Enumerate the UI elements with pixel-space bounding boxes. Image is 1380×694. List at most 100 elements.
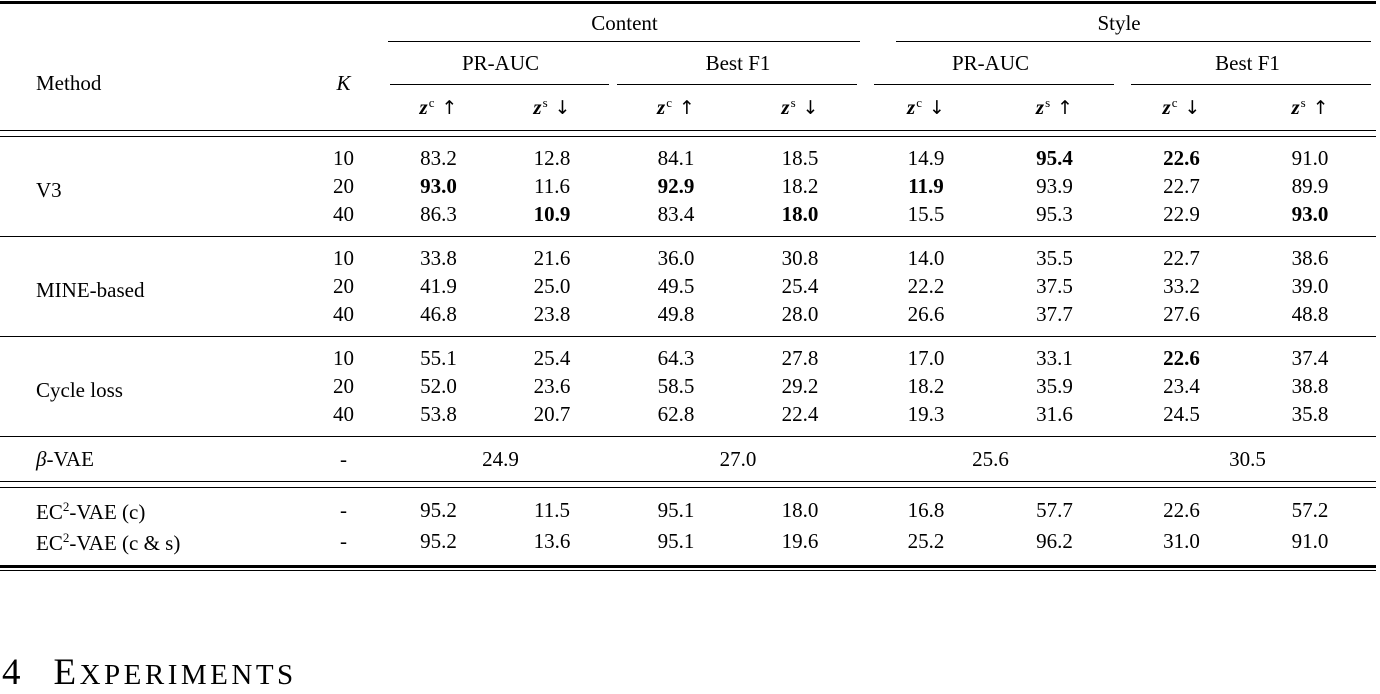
value-cell: 14.0 <box>907 246 945 270</box>
header-sub-style-best-f1: Best F1 <box>1119 42 1376 85</box>
arrow-up-icon: ↑ <box>679 97 695 119</box>
value-cell: 18.2 <box>907 374 945 398</box>
value-cell: 12.8 <box>533 146 571 170</box>
value-cell: 93.9 <box>1036 174 1073 198</box>
k-cell: 10 <box>333 246 354 270</box>
header-metric-zs-down-1: zs ↓ <box>490 85 614 131</box>
table-row: 40 46.8 23.8 49.8 28.0 26.6 37.7 27.6 48.8 <box>0 300 1376 337</box>
value-cell: 15.5 <box>907 202 945 226</box>
results-table: Method K Content Style PR-AUC Best F1 PR… <box>0 1 1377 571</box>
value-cell: 18.0 <box>781 497 819 522</box>
value-cell: 49.5 <box>657 274 695 298</box>
table-row: β-VAE - 24.9 27.0 25.6 30.5 <box>0 437 1376 482</box>
value-cell: 31.6 <box>1036 402 1073 426</box>
value-cell: 18.0 <box>781 202 819 226</box>
value-cell: 95.4 <box>1036 146 1073 170</box>
header-method: Method <box>36 70 102 95</box>
value-cell: 89.9 <box>1291 174 1329 198</box>
value-cell: 31.0 <box>1163 528 1200 553</box>
value-cell: 23.8 <box>533 302 571 326</box>
z-symbol: z <box>1035 95 1045 119</box>
value-cell: 22.6 <box>1163 146 1200 170</box>
table-row: EC2-VAE (c & s) - 95.2 13.6 95.1 19.6 25.2 96.2… <box>0 525 1376 567</box>
group-separator <box>0 336 1377 337</box>
value-cell: 93.0 <box>1291 202 1329 226</box>
arrow-up-icon: ↑ <box>1312 97 1329 119</box>
value-cell: 46.8 <box>420 302 457 326</box>
k-cell: 20 <box>333 174 354 198</box>
beta-vae-group: β-VAE - 24.9 27.0 25.6 30.5 <box>0 437 1376 482</box>
header-sub-content-best-f1: Best F1 <box>614 42 862 85</box>
bottom-rule-row <box>0 565 1377 571</box>
value-cell: 41.9 <box>420 274 457 298</box>
z-symbol: z <box>1162 95 1171 119</box>
value-cell: 25.2 <box>907 528 945 553</box>
value-cell: 38.6 <box>1291 246 1329 270</box>
value-cell: 11.6 <box>534 174 570 198</box>
value-cell: 95.2 <box>420 497 457 522</box>
value-cell: 83.4 <box>657 202 695 226</box>
value-cell: 22.7 <box>1163 246 1200 270</box>
header-double-rule-row <box>0 130 1377 137</box>
header-metric-zc-down-2: zc ↓ <box>1119 85 1244 131</box>
value-cell: 64.3 <box>657 346 695 370</box>
value-cell: 21.6 <box>533 246 571 270</box>
value-cell: 39.0 <box>1291 274 1329 298</box>
value-cell: 22.6 <box>1163 497 1200 522</box>
value-cell: 35.9 <box>1036 374 1073 398</box>
k-cell: 40 <box>333 202 354 226</box>
bottom-rule-line <box>0 565 1377 571</box>
value-cell: 13.6 <box>533 528 571 553</box>
arrow-down-icon: ↓ <box>554 97 571 119</box>
value-cell: 22.7 <box>1163 174 1200 198</box>
z-superscript: s <box>790 95 796 110</box>
k-cell: - <box>340 447 347 471</box>
double-rule-line <box>0 481 1377 488</box>
value-cell: 16.8 <box>907 497 945 522</box>
arrow-down-icon: ↓ <box>802 97 819 119</box>
header-group-content: Content <box>387 3 862 43</box>
value-cell: 37.7 <box>1036 302 1073 326</box>
table-row: 40 86.3 10.9 83.4 18.0 15.5 95.3 22.9 93.0 <box>0 200 1376 237</box>
value-cell: 28.0 <box>781 302 819 326</box>
value-cell: 62.8 <box>657 402 695 426</box>
header-metric-zc-up-2: zc ↑ <box>614 85 738 131</box>
value-cell: 27.8 <box>781 346 819 370</box>
z-symbol: z <box>907 95 916 119</box>
double-rule <box>0 481 1377 488</box>
k-cell: - <box>340 528 347 553</box>
z-symbol: z <box>533 95 542 119</box>
group-separator-line <box>0 336 1377 337</box>
value-cell-span: 27.0 <box>719 447 757 471</box>
value-cell: 25.4 <box>533 346 571 370</box>
value-cell: 22.2 <box>907 274 945 298</box>
value-cell: 91.0 <box>1291 528 1329 553</box>
method-cell: V3 <box>36 178 62 202</box>
value-cell: 11.5 <box>534 497 570 522</box>
method-cell: β-VAE <box>36 447 94 471</box>
value-cell: 35.5 <box>1036 246 1073 270</box>
z-superscript: c <box>666 95 673 110</box>
table-row: 20 52.0 23.6 58.5 29.2 18.2 35.9 23.4 38.8 <box>0 372 1376 400</box>
header-row-subgroups: PR-AUC Best F1 PR-AUC Best F1 <box>0 42 1376 85</box>
arrow-down-icon: ↓ <box>1184 97 1201 119</box>
method-group: Cycle loss 10 55.1 25.4 64.3 27.8 17.0 33.1 22.6… <box>0 337 1376 437</box>
beta-symbol: β <box>36 447 47 471</box>
table-row: 40 53.8 20.7 62.8 22.4 19.3 31.6 24.5 35.8 <box>0 400 1376 437</box>
z-superscript: c <box>428 95 435 110</box>
arrow-up-icon: ↑ <box>1057 97 1074 119</box>
value-cell: 33.8 <box>420 246 457 270</box>
method-group: MINE-based 10 33.8 21.6 36.0 30.8 14.0 35.5 22.7… <box>0 237 1376 337</box>
superscript-2: 2 <box>62 530 70 545</box>
value-cell: 23.6 <box>533 374 571 398</box>
method-cell: Cycle loss <box>36 378 123 402</box>
double-rule-row <box>0 481 1377 488</box>
group-separator <box>0 236 1377 237</box>
header-double-rule <box>0 130 1377 137</box>
k-cell: 20 <box>333 274 354 298</box>
group-separator-row <box>0 436 1377 437</box>
table-row: 20 41.9 25.0 49.5 25.4 22.2 37.5 33.2 39.0 <box>0 272 1376 300</box>
z-symbol: z <box>419 95 428 119</box>
table-row: MINE-based 10 33.8 21.6 36.0 30.8 14.0 35.5 22.7… <box>0 237 1376 302</box>
ec2-vae-group: EC2-VAE (c) - 95.2 11.5 95.1 18.0 16.8 57.7 22.6… <box>0 488 1376 567</box>
